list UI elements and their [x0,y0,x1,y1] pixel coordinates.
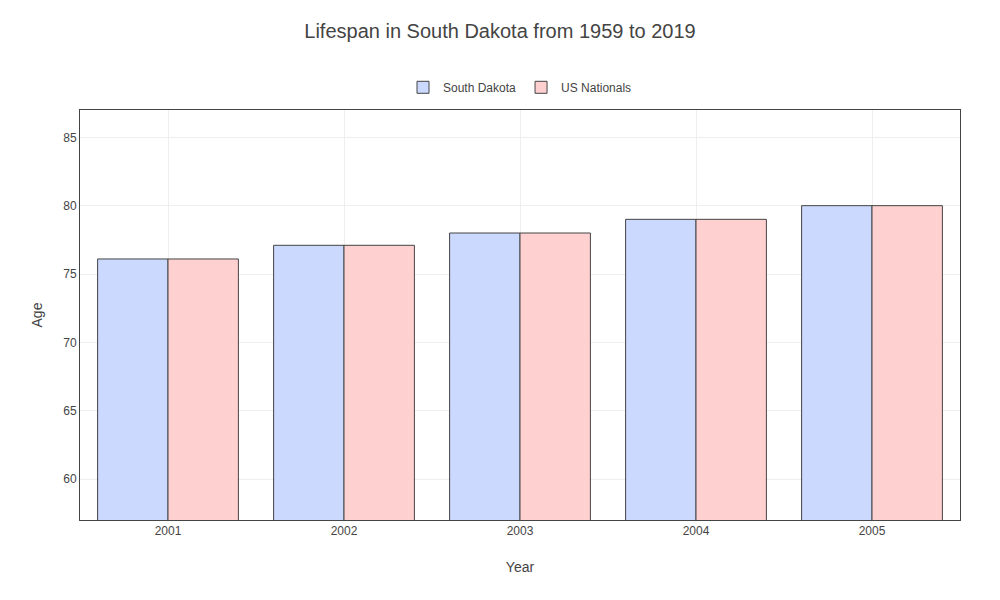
svg-text:2004: 2004 [683,524,710,538]
svg-text:2002: 2002 [331,524,358,538]
svg-text:85: 85 [63,131,77,145]
svg-text:2003: 2003 [507,524,534,538]
svg-text:2001: 2001 [155,524,182,538]
svg-text:Age: Age [29,302,45,327]
svg-text:Lifespan in South Dakota from: Lifespan in South Dakota from 1959 to 20… [304,20,695,42]
svg-text:60: 60 [63,472,77,486]
svg-text:75: 75 [63,267,77,281]
svg-text:70: 70 [63,336,77,350]
svg-text:2005: 2005 [859,524,886,538]
svg-text:80: 80 [63,199,77,213]
svg-text:65: 65 [63,404,77,418]
svg-text:Year: Year [506,559,535,575]
svg-text:US Nationals: US Nationals [561,81,631,95]
svg-text:South Dakota: South Dakota [443,81,516,95]
